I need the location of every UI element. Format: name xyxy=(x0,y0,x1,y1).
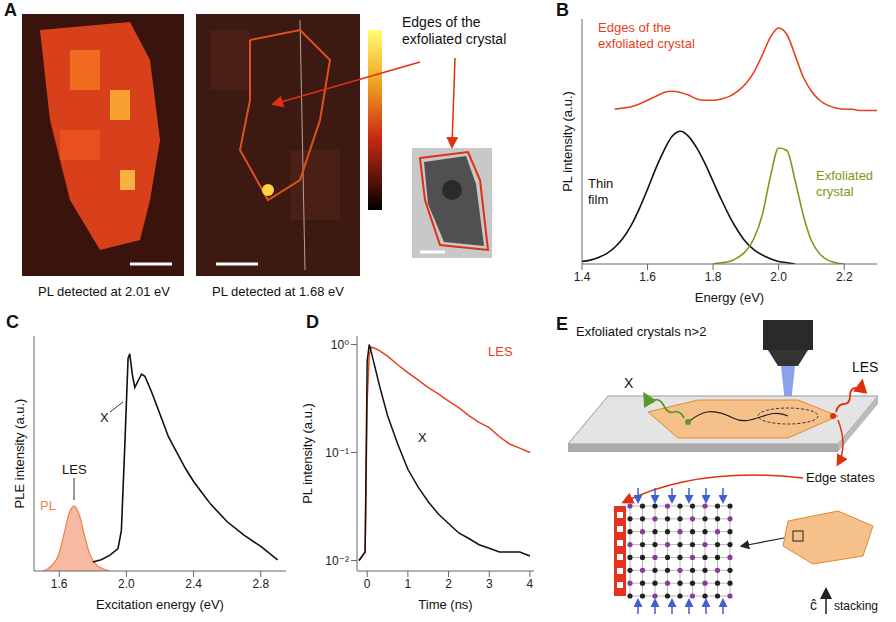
html-text:D: D xyxy=(306,312,319,332)
svg-text:10⁻¹: 10⁻¹ xyxy=(325,446,349,460)
html-text:E: E xyxy=(556,314,568,334)
svg-text:1.6: 1.6 xyxy=(51,577,68,591)
svg-text:1.8: 1.8 xyxy=(705,270,722,284)
html-text:PL: PL xyxy=(40,498,56,513)
svg-text:PLE intensity (a.u.): PLE intensity (a.u.) xyxy=(12,399,27,509)
html-text:Edges of the exfoliated crysta: Edges of the exfoliated crystal xyxy=(598,20,695,51)
html-text:Edges of the exfoliated crysta: Edges of the exfoliated crystal xyxy=(402,14,507,47)
html-text:X: X xyxy=(100,410,109,425)
svg-text:Excitation energy (eV): Excitation energy (eV) xyxy=(96,597,224,612)
svg-text:Edge states: Edge states xyxy=(806,470,875,485)
html-text:C: C xyxy=(6,312,19,332)
svg-text:4: 4 xyxy=(527,577,534,591)
svg-text:1: 1 xyxy=(405,577,412,591)
html-text:A: A xyxy=(4,0,17,20)
html-text:LES: LES xyxy=(62,462,87,477)
svg-text:Exfoliated crystals n>2: Exfoliated crystals n>2 xyxy=(576,324,706,339)
svg-text:10⁻²: 10⁻² xyxy=(325,554,349,568)
svg-text:PL intensity (a.u.): PL intensity (a.u.) xyxy=(560,91,575,192)
html-text:PL detected at 2.01 eV: PL detected at 2.01 eV xyxy=(38,284,170,299)
svg-text:3: 3 xyxy=(486,577,493,591)
html-text:Exfoliated crystal: Exfoliated crystal xyxy=(816,168,874,199)
svg-text:2.8: 2.8 xyxy=(252,577,269,591)
svg-text:Time (ns): Time (ns) xyxy=(418,597,472,612)
svg-text:2.0: 2.0 xyxy=(770,270,787,284)
html-text:PL detected at 1.68 eV: PL detected at 1.68 eV xyxy=(212,284,344,299)
html-text:X: X xyxy=(418,430,427,445)
svg-text:2: 2 xyxy=(445,577,452,591)
svg-text:10⁰: 10⁰ xyxy=(331,338,349,352)
svg-text:0: 0 xyxy=(364,577,371,591)
html-text:Thin film: Thin film xyxy=(588,176,614,207)
svg-text:1.4: 1.4 xyxy=(574,270,591,284)
svg-text:Energy (eV): Energy (eV) xyxy=(695,290,764,305)
svg-text:1.6: 1.6 xyxy=(639,270,656,284)
svg-text:2.4: 2.4 xyxy=(185,577,202,591)
svg-text:ĉ: ĉ xyxy=(810,597,817,613)
svg-text:LES: LES xyxy=(852,359,878,375)
svg-text:stacking: stacking xyxy=(834,599,878,613)
svg-text:2.0: 2.0 xyxy=(118,577,135,591)
html-text:B: B xyxy=(556,0,569,20)
svg-text:X: X xyxy=(624,375,634,391)
svg-text:2.2: 2.2 xyxy=(836,270,853,284)
svg-text:PL intensity (a.u.): PL intensity (a.u.) xyxy=(300,403,315,504)
html-text:LES: LES xyxy=(488,344,513,359)
